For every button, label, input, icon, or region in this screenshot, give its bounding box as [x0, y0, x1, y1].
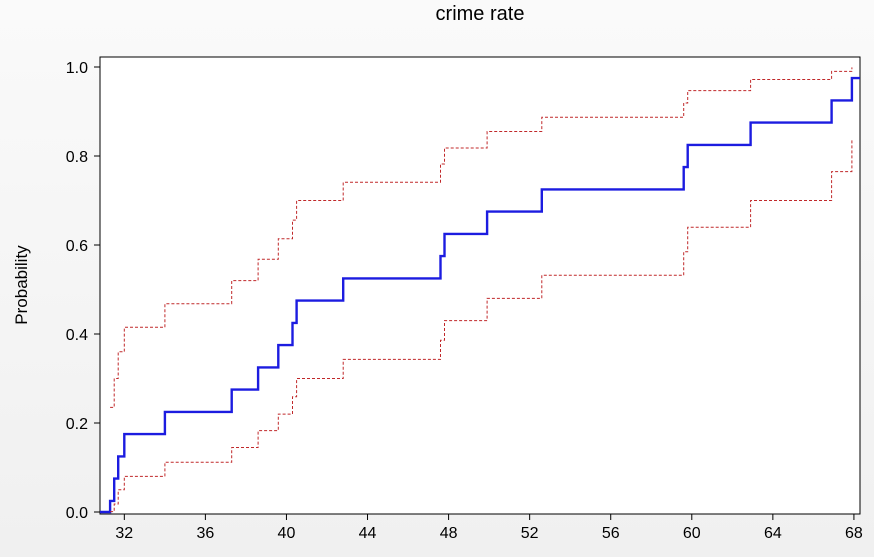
x-tick-label: 56 [602, 525, 620, 542]
y-tick-label: 0.2 [66, 416, 88, 433]
chart-title: crime rate [436, 3, 525, 25]
x-tick-label: 52 [521, 525, 539, 542]
series-lower-line [110, 140, 853, 513]
y-axis-title: Probability [12, 245, 31, 325]
x-tick-label: 40 [278, 525, 296, 542]
y-tick-label: 0.4 [66, 327, 88, 344]
series-upper-line [110, 67, 853, 408]
y-tick-label: 0.0 [66, 505, 88, 522]
series-estimate-line [100, 76, 860, 514]
x-tick-label: 44 [359, 525, 377, 542]
x-tick-label: 60 [683, 525, 701, 542]
x-tick-label: 36 [196, 525, 214, 542]
y-tick-label: 0.6 [66, 238, 88, 255]
x-tick-label: 64 [764, 525, 782, 542]
x-tick-label: 48 [440, 525, 458, 542]
y-axis: 0.0 0.2 0.4 0.6 0.8 1.0 [66, 60, 100, 522]
x-tick-label: 68 [845, 525, 863, 542]
series-layer [100, 67, 860, 514]
plot-area [99, 56, 861, 515]
x-tick-label: 32 [115, 525, 133, 542]
y-tick-label: 1.0 [66, 60, 88, 77]
x-axis: 32 36 40 44 48 52 56 60 64 68 [115, 514, 863, 542]
y-tick-label: 0.8 [66, 149, 88, 166]
